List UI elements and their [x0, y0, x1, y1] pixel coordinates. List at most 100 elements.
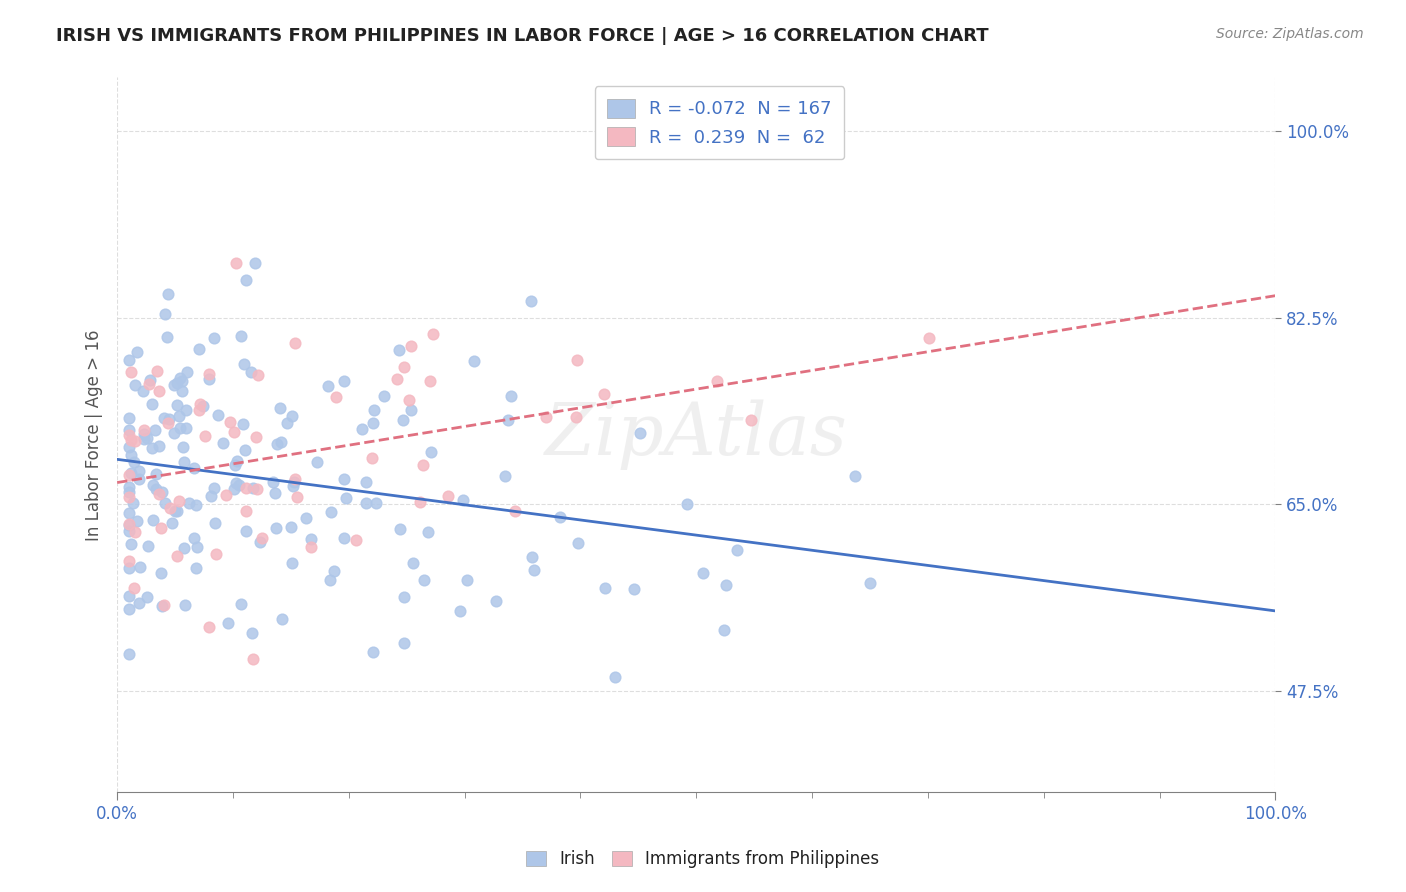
Point — [333, 472, 356, 486]
Point — [124, 524, 146, 539]
Point — [307, 455, 329, 469]
Point — [169, 421, 191, 435]
Point — [173, 455, 195, 469]
Point — [361, 451, 384, 466]
Point — [363, 416, 385, 430]
Point — [118, 468, 141, 483]
Point — [503, 504, 526, 518]
Point — [124, 434, 146, 448]
Point — [388, 343, 411, 358]
Point — [262, 475, 284, 489]
Point — [859, 576, 882, 591]
Point — [118, 561, 141, 575]
Point — [344, 533, 367, 548]
Point — [231, 329, 253, 343]
Point — [249, 534, 271, 549]
Point — [242, 481, 264, 495]
Point — [202, 331, 225, 345]
Point — [319, 573, 342, 587]
Point — [235, 273, 257, 287]
Point — [135, 431, 157, 445]
Point — [163, 377, 186, 392]
Point — [399, 403, 422, 417]
Point — [120, 434, 142, 448]
Point — [198, 367, 221, 381]
Point — [548, 509, 571, 524]
Point — [128, 596, 150, 610]
Point — [335, 491, 357, 505]
Point — [177, 496, 200, 510]
Point — [142, 513, 165, 527]
Point — [156, 329, 179, 343]
Point — [392, 635, 415, 649]
Point — [269, 401, 291, 415]
Point — [156, 417, 179, 431]
Point — [725, 543, 748, 558]
Point — [283, 475, 305, 490]
Point — [128, 464, 150, 478]
Point — [118, 480, 141, 494]
Point — [163, 426, 186, 441]
Point — [222, 483, 245, 497]
Point — [120, 537, 142, 551]
Point — [485, 594, 508, 608]
Point — [356, 475, 378, 489]
Point — [132, 432, 155, 446]
Point — [132, 384, 155, 399]
Text: Source: ZipAtlas.com: Source: ZipAtlas.com — [1216, 27, 1364, 41]
Point — [299, 532, 322, 546]
Point — [188, 397, 211, 411]
Point — [212, 435, 235, 450]
Point — [194, 429, 217, 443]
Point — [200, 490, 222, 504]
Point — [224, 458, 246, 472]
Point — [264, 486, 287, 500]
Point — [284, 336, 307, 351]
Point — [523, 563, 546, 577]
Point — [198, 372, 221, 386]
Point — [463, 354, 485, 368]
Point — [394, 590, 416, 604]
Point — [917, 330, 939, 344]
Point — [233, 442, 256, 457]
Point — [389, 522, 412, 536]
Point — [142, 478, 165, 492]
Point — [202, 481, 225, 495]
Point — [174, 598, 197, 612]
Point — [844, 469, 866, 483]
Point — [215, 488, 238, 502]
Point — [416, 524, 439, 539]
Point — [150, 599, 173, 614]
Point — [285, 491, 308, 505]
Point — [165, 504, 187, 518]
Point — [183, 461, 205, 475]
Point — [332, 531, 354, 545]
Point — [350, 422, 373, 436]
Point — [387, 372, 409, 386]
Point — [118, 423, 141, 437]
Point — [128, 559, 150, 574]
Point — [222, 425, 245, 439]
Point — [235, 482, 257, 496]
Point — [235, 524, 257, 538]
Point — [145, 467, 167, 481]
Point — [494, 469, 516, 483]
Point — [127, 345, 149, 359]
Point — [692, 566, 714, 581]
Text: ZipAtlas: ZipAtlas — [546, 400, 848, 470]
Point — [135, 590, 157, 604]
Point — [398, 393, 420, 408]
Point — [218, 415, 240, 429]
Point — [243, 256, 266, 270]
Point — [456, 573, 478, 587]
Point — [536, 410, 558, 425]
Point — [239, 365, 262, 379]
Point — [150, 485, 173, 500]
Point — [246, 482, 269, 496]
Point — [169, 409, 191, 424]
Point — [520, 293, 543, 308]
Point — [118, 490, 141, 504]
Point — [186, 561, 208, 575]
Point — [118, 589, 141, 603]
Point — [122, 496, 145, 510]
